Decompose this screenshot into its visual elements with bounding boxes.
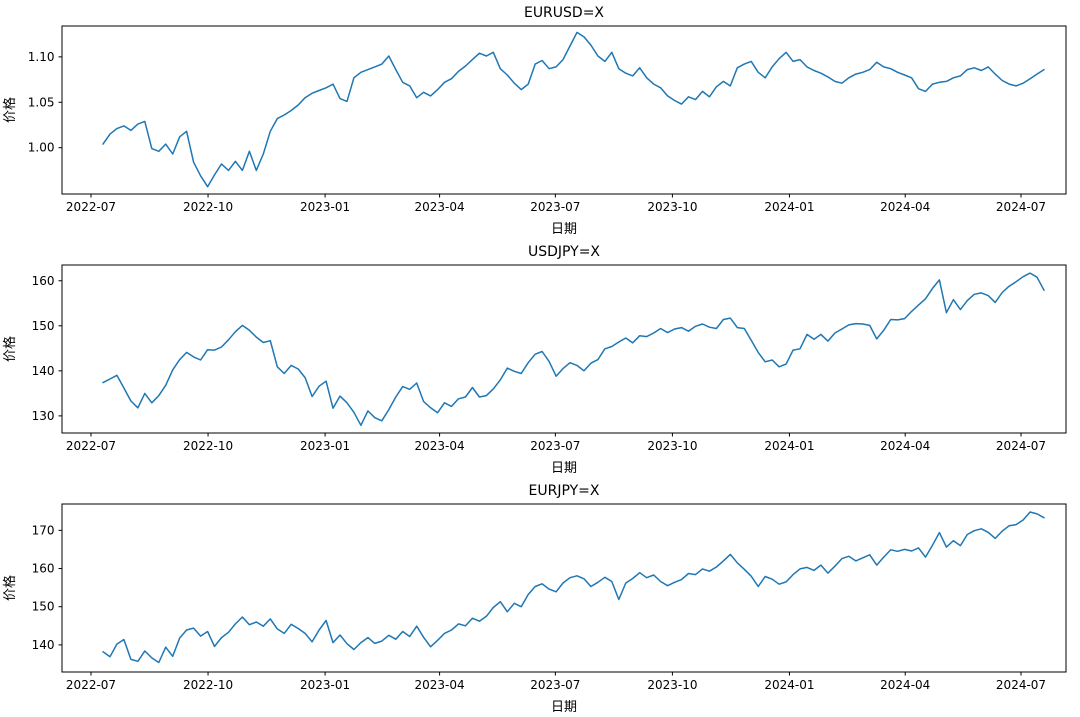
chart-title: USDJPY=X <box>528 244 600 260</box>
x-tick-label: 2024-07 <box>996 439 1046 453</box>
x-tick-label: 2023-10 <box>647 678 697 692</box>
x-tick-label: 2024-04 <box>880 439 930 453</box>
x-tick-label: 2023-04 <box>415 200 465 214</box>
series-line-USDJPY=X <box>102 272 1045 427</box>
y-tick-label: 150 <box>32 600 55 614</box>
y-tick-label: 140 <box>32 364 55 378</box>
x-axis-label: 日期 <box>551 700 577 715</box>
chart-title: EURUSD=X <box>524 5 604 21</box>
x-tick-label: 2023-10 <box>647 200 697 214</box>
x-tick-label: 2024-07 <box>996 678 1046 692</box>
y-tick-label: 1.05 <box>28 95 55 109</box>
x-tick-label: 2023-01 <box>300 678 350 692</box>
plot-border <box>61 264 1067 434</box>
chart-usdjpy: 130 140 150 160 2022-07 2022-10 2023-01 2023-04… <box>2 244 1067 476</box>
x-tick-label: 2022-10 <box>183 439 233 453</box>
x-tick-label: 2022-10 <box>183 200 233 214</box>
y-tick-label: 130 <box>32 409 55 423</box>
x-tick-label: 2024-07 <box>996 200 1046 214</box>
y-axis-label: 价格 <box>2 97 18 123</box>
subplot-usdjpy: 130 140 150 160 2022-07 2022-10 2023-01 2023-04… <box>0 239 1080 478</box>
series-line-EURUSD=X <box>102 31 1045 188</box>
x-tick-label: 2024-04 <box>880 678 930 692</box>
chart-title: EURJPY=X <box>529 483 600 499</box>
x-tick-label: 2022-07 <box>66 439 116 453</box>
subplot-eurusd: 1.00 1.05 1.10 2022-07 2022-10 2023-01 2023-04… <box>0 0 1080 239</box>
x-tick-label: 2023-04 <box>415 678 465 692</box>
x-tick-label: 2022-10 <box>183 678 233 692</box>
x-tick-label: 2023-10 <box>647 439 697 453</box>
x-tick-label: 2024-01 <box>764 678 814 692</box>
x-tick-label: 2023-04 <box>415 439 465 453</box>
x-tick-label: 2023-07 <box>530 678 580 692</box>
subplot-eurjpy: 140 150 160 170 2022-07 2022-10 2023-01 2023-04… <box>0 478 1080 717</box>
y-tick-label: 1.00 <box>28 141 55 155</box>
x-tick-label: 2024-01 <box>764 439 814 453</box>
y-tick-label: 150 <box>32 319 55 333</box>
x-tick-label: 2022-07 <box>66 200 116 214</box>
y-tick-label: 160 <box>32 562 55 576</box>
x-tick-label: 2023-07 <box>530 200 580 214</box>
y-tick-label: 160 <box>32 274 55 288</box>
x-axis-label: 日期 <box>551 461 577 476</box>
y-tick-label: 170 <box>32 523 55 537</box>
series-line-EURJPY=X <box>102 511 1045 664</box>
x-tick-label: 2024-04 <box>880 200 930 214</box>
y-tick-label: 140 <box>32 638 55 652</box>
chart-eurusd: 1.00 1.05 1.10 2022-07 2022-10 2023-01 2023-04… <box>2 5 1067 237</box>
chart-eurjpy: 140 150 160 170 2022-07 2022-10 2023-01 2023-04… <box>2 483 1067 715</box>
plot-border <box>61 25 1067 195</box>
x-tick-label: 2023-07 <box>530 439 580 453</box>
x-tick-label: 2023-01 <box>300 200 350 214</box>
y-tick-label: 1.10 <box>28 50 55 64</box>
x-tick-label: 2024-01 <box>764 200 814 214</box>
plot-border <box>61 503 1067 673</box>
x-axis-label: 日期 <box>551 222 577 237</box>
y-axis-label: 价格 <box>2 575 18 601</box>
y-axis-label: 价格 <box>2 336 18 362</box>
x-tick-label: 2023-01 <box>300 439 350 453</box>
x-tick-label: 2022-07 <box>66 678 116 692</box>
